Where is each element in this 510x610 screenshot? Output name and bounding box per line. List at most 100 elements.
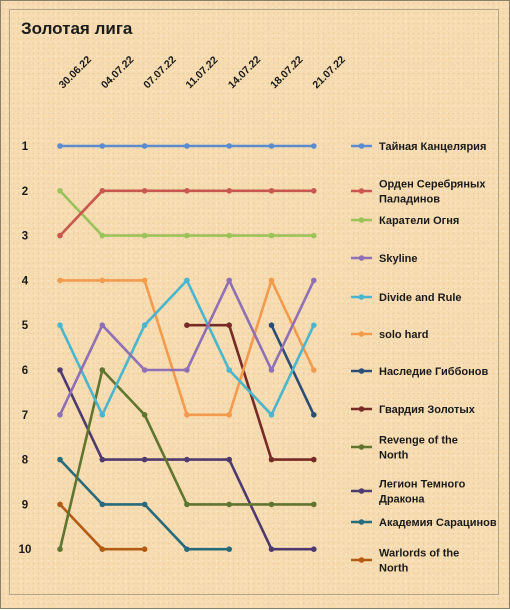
data-point bbox=[226, 232, 232, 239]
data-point bbox=[226, 367, 232, 373]
data-point bbox=[311, 143, 317, 149]
data-point bbox=[226, 501, 232, 508]
data-point bbox=[99, 412, 106, 418]
legend-swatch-marker bbox=[358, 188, 365, 194]
data-point bbox=[184, 501, 190, 508]
legend-label: Skyline bbox=[379, 253, 418, 265]
data-point bbox=[141, 501, 148, 508]
data-point bbox=[141, 546, 148, 552]
legend-swatch-marker bbox=[358, 488, 365, 494]
series-line bbox=[58, 279, 316, 417]
x-tick-label: 04.07.22 bbox=[99, 54, 136, 91]
data-point bbox=[99, 546, 106, 552]
data-point bbox=[268, 456, 275, 463]
legend-swatch-marker bbox=[358, 217, 365, 223]
data-point bbox=[141, 412, 148, 418]
data-point bbox=[268, 367, 275, 373]
data-point bbox=[268, 412, 275, 418]
data-point bbox=[311, 277, 317, 284]
data-point bbox=[184, 232, 190, 239]
data-point bbox=[99, 322, 106, 329]
data-point bbox=[57, 546, 63, 552]
legend-label: Divide and Rule bbox=[379, 292, 462, 304]
data-point bbox=[57, 232, 63, 239]
series-line bbox=[58, 503, 146, 551]
data-point bbox=[184, 546, 190, 552]
data-point bbox=[268, 143, 275, 149]
y-tick-label: 3 bbox=[22, 231, 28, 243]
legend-label: Легион Темного Дракона bbox=[379, 479, 466, 506]
x-tick-label: 11.07.22 bbox=[184, 54, 221, 91]
x-tick-label: 30.06.22 bbox=[57, 54, 94, 91]
y-tick-label: 2 bbox=[22, 186, 28, 198]
data-point bbox=[57, 188, 63, 194]
data-point bbox=[226, 412, 232, 418]
data-point bbox=[184, 188, 190, 194]
data-point bbox=[57, 322, 63, 329]
series-line bbox=[58, 189, 316, 237]
y-tick-label: 6 bbox=[22, 365, 28, 377]
data-point bbox=[141, 143, 148, 149]
data-point bbox=[226, 277, 232, 284]
data-point bbox=[226, 143, 232, 149]
legend-label: Каратели Огня bbox=[379, 215, 459, 227]
y-tick-label: 8 bbox=[22, 455, 29, 467]
data-point bbox=[184, 456, 190, 463]
data-point bbox=[141, 322, 148, 329]
data-point bbox=[311, 501, 317, 508]
data-point bbox=[311, 367, 317, 373]
y-tick-label: 9 bbox=[22, 499, 28, 511]
legend-swatch-marker bbox=[358, 444, 365, 450]
data-point bbox=[311, 456, 317, 463]
data-point bbox=[99, 456, 106, 463]
data-point bbox=[268, 232, 275, 239]
legend-label: Орден Серебряных Паладинов bbox=[379, 179, 486, 206]
data-point bbox=[184, 322, 190, 329]
legend-label: Тайная Канцелярия bbox=[379, 141, 486, 153]
data-point bbox=[99, 143, 106, 149]
data-point bbox=[226, 546, 232, 552]
y-tick-label: 7 bbox=[22, 410, 28, 422]
data-point bbox=[184, 143, 190, 149]
data-point bbox=[57, 367, 63, 373]
x-tick-label: 18.07.22 bbox=[268, 54, 305, 91]
data-point bbox=[57, 143, 63, 149]
legend-label: Наследие Гиббонов bbox=[379, 366, 488, 378]
data-point bbox=[57, 412, 63, 418]
data-point bbox=[184, 412, 190, 418]
data-point bbox=[141, 456, 148, 463]
legend-label: solo hard bbox=[379, 329, 429, 341]
data-point bbox=[226, 456, 232, 463]
data-point bbox=[311, 188, 317, 194]
legend-swatch-marker bbox=[358, 255, 365, 261]
data-point bbox=[311, 322, 317, 329]
data-point bbox=[268, 322, 275, 329]
data-point bbox=[141, 367, 148, 373]
legend-swatch-marker bbox=[358, 331, 365, 337]
legend-swatch-marker bbox=[358, 368, 365, 374]
series-line bbox=[58, 279, 316, 417]
data-point bbox=[99, 501, 106, 508]
data-point bbox=[311, 546, 317, 552]
data-point bbox=[141, 277, 148, 284]
data-point bbox=[226, 322, 232, 329]
chart-title: Золотая лига bbox=[21, 19, 133, 38]
data-point bbox=[311, 232, 317, 239]
data-point bbox=[141, 232, 148, 239]
data-point bbox=[57, 277, 63, 284]
legend-swatch-marker bbox=[358, 557, 365, 563]
data-point bbox=[57, 456, 63, 463]
data-point bbox=[99, 232, 106, 239]
data-point bbox=[57, 501, 63, 508]
x-tick-label: 21.07.22 bbox=[310, 54, 347, 91]
series-line bbox=[58, 279, 316, 417]
legend-label: Академия Сарацинов bbox=[379, 517, 497, 529]
data-point bbox=[99, 277, 106, 284]
data-point bbox=[184, 277, 190, 284]
legend-swatch-marker bbox=[358, 406, 365, 412]
chart-border bbox=[9, 9, 499, 595]
data-point bbox=[184, 367, 190, 373]
data-point bbox=[268, 501, 275, 508]
